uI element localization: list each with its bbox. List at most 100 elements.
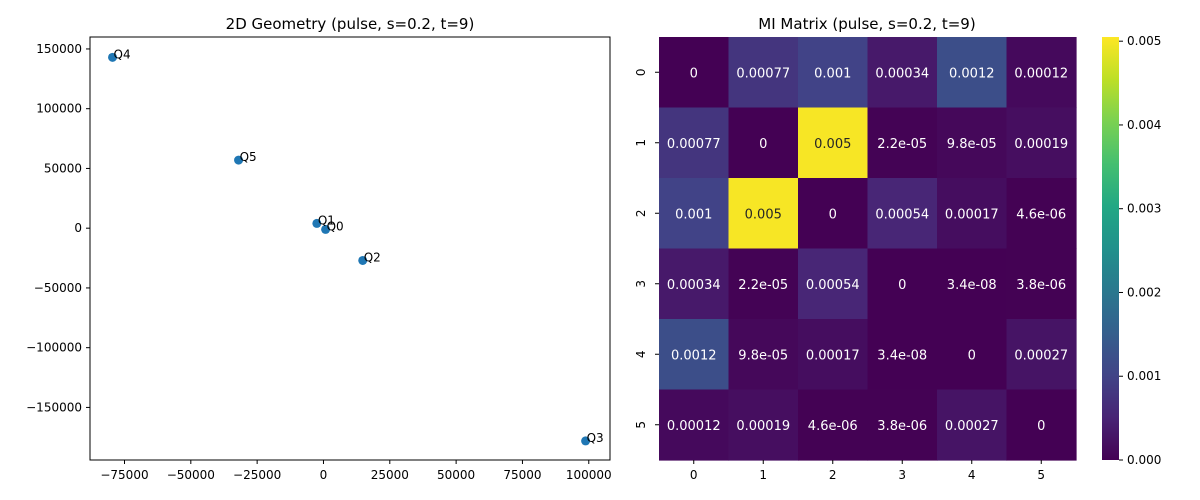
scatter-x-tick-label: −25000: [233, 468, 281, 482]
heatmap-x-axis: 0 1 2 3 4 5: [690, 460, 1045, 482]
scatter-point-label: Q4: [114, 47, 131, 61]
heatmap-title: MI Matrix (pulse, s=0.2, t=9): [758, 15, 975, 33]
scatter-y-tick-label: −100000: [26, 341, 82, 355]
heatmap-cell-label: 0.00034: [875, 66, 929, 81]
scatter-point: [234, 155, 244, 165]
scatter-point: [358, 255, 368, 265]
heatmap-cell-label: 0.00012: [1014, 66, 1068, 81]
heatmap-x-tick-label: 5: [1037, 468, 1045, 482]
heatmap-cell-label: 3.4e-08: [877, 348, 927, 363]
colorbar-gradient: [1102, 37, 1119, 460]
heatmap-cell-label: 0.001: [675, 207, 712, 222]
heatmap-cell-label: 0.00054: [875, 207, 929, 222]
colorbar-tick-label: 0.000: [1127, 453, 1161, 467]
heatmap-cell: [1006, 389, 1077, 461]
heatmap-cell-label: 0: [898, 278, 906, 293]
heatmap-cell: [1006, 319, 1077, 391]
heatmap-cell-label: 0.0012: [671, 348, 717, 363]
heatmap-cell: [728, 37, 799, 109]
heatmap-cell-label: 4.6e-06: [808, 419, 858, 434]
heatmap-cell-label: 0: [1037, 419, 1045, 434]
heatmap-cell-label: 0.005: [745, 207, 782, 222]
scatter-point: [108, 52, 118, 62]
heatmap-cell: [728, 107, 799, 179]
heatmap-cell: [937, 178, 1008, 250]
heatmap-y-axis: 0 1 2 3 4 5: [634, 68, 659, 429]
heatmap-cell-label: 2.2e-05: [877, 137, 927, 152]
heatmap-cell: [867, 178, 938, 250]
heatmap-cell: [728, 389, 799, 461]
heatmap-cell-label: 0.00027: [945, 419, 999, 434]
heatmap-chart: MI Matrix (pulse, s=0.2, t=9) 0 0.00077 0.…: [634, 15, 1161, 482]
scatter-y-tick-label: 0: [74, 221, 82, 235]
scatter-title: 2D Geometry (pulse, s=0.2, t=9): [226, 15, 475, 33]
heatmap-y-tick-label: 5: [634, 421, 648, 429]
heatmap-cell: [728, 319, 799, 391]
scatter-point-label: Q0: [327, 219, 344, 233]
heatmap-y-tick-label: 1: [634, 139, 648, 147]
scatter-x-tick-label: 75000: [503, 468, 541, 482]
heatmap-cell: [659, 248, 730, 320]
scatter-y-tick-label: 100000: [36, 102, 82, 116]
heatmap-cell-label: 0.00027: [1014, 348, 1068, 363]
heatmap-x-tick-label: 4: [968, 468, 976, 482]
heatmap-cell: [798, 389, 869, 461]
scatter-y-tick-label: −50000: [34, 281, 82, 295]
heatmap-cells: 0 0.00077 0.001 0.00034 0.0012 0.00012 0.00077…: [659, 37, 1077, 461]
heatmap-cell: [659, 178, 730, 250]
heatmap-cell-label: 0.00077: [736, 66, 790, 81]
scatter-point-label: Q3: [587, 431, 604, 445]
scatter-point: [312, 218, 322, 228]
heatmap-y-tick-label: 3: [634, 280, 648, 288]
heatmap-y-tick-label: 4: [634, 350, 648, 358]
heatmap-cell: [659, 37, 730, 109]
heatmap-cell-label: 0.00054: [806, 278, 860, 293]
scatter-point-label: Q5: [240, 150, 257, 164]
scatter-x-tick-label: 100000: [566, 468, 612, 482]
colorbar-tick-label: 0.004: [1127, 118, 1161, 132]
scatter-x-tick-label: −50000: [167, 468, 215, 482]
heatmap-cell: [867, 107, 938, 179]
scatter-plot-area: [89, 36, 611, 461]
heatmap-cell: [798, 37, 869, 109]
heatmap-cell: [728, 178, 799, 250]
heatmap-cell: [1006, 107, 1077, 179]
scatter-x-tick-label: −75000: [100, 468, 148, 482]
heatmap-cell: [937, 389, 1008, 461]
heatmap-cell: [798, 248, 869, 320]
heatmap-cell: [798, 107, 869, 179]
heatmap-cell-label: 0.001: [814, 66, 851, 81]
colorbar-tick-label: 0.001: [1127, 369, 1161, 383]
heatmap-cell: [798, 178, 869, 250]
heatmap-cell-label: 0: [690, 66, 698, 81]
heatmap-cell-label: 3.8e-06: [1016, 278, 1066, 293]
heatmap-cell: [937, 107, 1008, 179]
scatter-point-label: Q2: [364, 250, 381, 264]
heatmap-cell-label: 9.8e-05: [947, 137, 997, 152]
heatmap-x-tick-label: 1: [759, 468, 767, 482]
heatmap-cell-label: 0.005: [814, 137, 851, 152]
heatmap-cell-label: 0.00034: [667, 278, 721, 293]
scatter-y-tick-label: 150000: [36, 42, 82, 56]
scatter-x-axis: −75000 −50000 −25000 0 25000 50000 75000 100000: [100, 460, 612, 482]
heatmap-cell-label: 3.4e-08: [947, 278, 997, 293]
heatmap-cell: [867, 319, 938, 391]
heatmap-y-tick-label: 2: [634, 209, 648, 217]
scatter-point-label: Q1: [318, 213, 335, 227]
heatmap-cell: [867, 389, 938, 461]
scatter-y-tick-label: 50000: [44, 161, 82, 175]
heatmap-cell: [659, 107, 730, 179]
heatmap-cell: [867, 248, 938, 320]
heatmap-cell: [937, 248, 1008, 320]
scatter-y-tick-label: −150000: [26, 400, 82, 414]
heatmap-y-tick-label: 0: [634, 68, 648, 76]
scatter-chart: 2D Geometry (pulse, s=0.2, t=9) −75000 −5…: [26, 15, 612, 482]
heatmap-cell: [1006, 178, 1077, 250]
heatmap-cell-label: 0: [968, 348, 976, 363]
heatmap-cell-label: 4.6e-06: [1016, 207, 1066, 222]
heatmap-x-tick-label: 3: [898, 468, 906, 482]
heatmap-cell: [659, 389, 730, 461]
heatmap-cell-label: 0.0012: [949, 66, 995, 81]
